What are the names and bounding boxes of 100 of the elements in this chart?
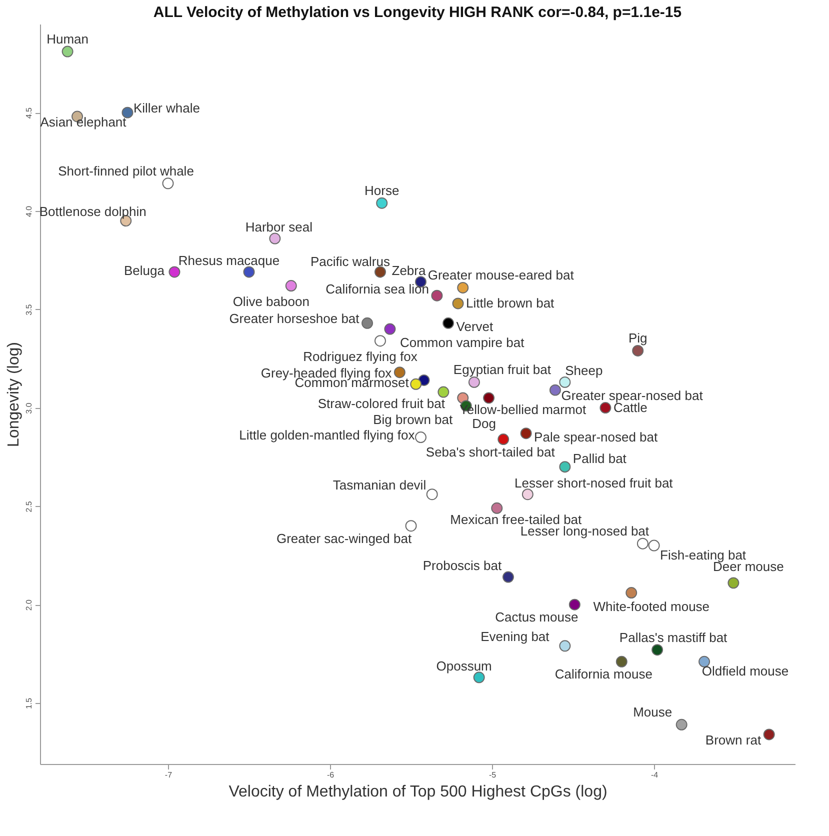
point — [600, 402, 612, 414]
point — [414, 432, 426, 444]
annotation: Greater mouse-eared bat — [428, 268, 574, 283]
annotation: Olive baboon — [232, 294, 310, 309]
point — [568, 598, 580, 610]
y-tick-label: 4.5 — [24, 106, 34, 119]
annotation: Seba's short-tailed bat — [426, 444, 556, 460]
point — [652, 644, 664, 656]
point — [269, 232, 281, 244]
point — [502, 571, 514, 583]
annotation: Evening bat — [480, 628, 550, 644]
annotation: Greater horseshoe bat — [229, 311, 360, 326]
annotation: Sheep — [565, 363, 603, 378]
annotation: Rodriguez flying fox — [303, 348, 418, 364]
point — [374, 266, 386, 278]
annotation: Dog — [472, 416, 496, 431]
annotation: Common vampire bat — [400, 335, 525, 350]
point — [520, 428, 532, 440]
annotation: Asian elephant — [40, 114, 127, 130]
annotation: Pale spear-nosed bat — [534, 429, 658, 444]
annotation: Big brown bat — [373, 412, 453, 427]
annotation: Pig — [628, 330, 648, 346]
annotation: Greater sac-winged bat — [276, 530, 412, 546]
x-axis-title: Velocity of Methylation of Top 500 Highest CpGs (log) — [228, 784, 608, 800]
annotation: Short-finned pilot whale — [58, 163, 194, 178]
x-tick-label: -7 — [164, 770, 173, 780]
annotation: Human — [46, 32, 89, 47]
point — [438, 386, 450, 398]
point — [285, 280, 297, 292]
annotation: Pallid bat — [572, 450, 627, 466]
annotation: Little brown bat — [466, 295, 555, 310]
y-tick-label: 1.5 — [24, 697, 34, 710]
point — [648, 540, 660, 552]
point — [559, 376, 571, 388]
y-tick-label: 3.0 — [24, 402, 34, 414]
y-tick-label: 4.0 — [24, 205, 34, 218]
y-tick-label: 2.5 — [24, 500, 34, 512]
annotation: Proboscis bat — [422, 558, 502, 574]
point — [616, 656, 628, 668]
point — [62, 46, 74, 58]
y-tick-label: 3.5 — [24, 304, 34, 316]
annotation: Mouse — [633, 704, 672, 720]
y-axis-title: Longevity (log) — [6, 342, 22, 447]
x-tick-label: -4 — [650, 770, 659, 780]
annotation: Horse — [364, 183, 400, 198]
annotation: Vervet — [456, 319, 494, 334]
annotation: Lesser short-nosed fruit bat — [514, 475, 674, 490]
annotation: Harbor seal — [245, 220, 313, 235]
point — [522, 488, 534, 500]
point — [491, 502, 503, 514]
point — [763, 728, 775, 740]
point — [384, 323, 396, 335]
point — [405, 520, 417, 532]
point — [362, 317, 374, 329]
point — [168, 266, 180, 278]
annotation: Rhesus macaque — [178, 252, 280, 268]
x-tick-label: -6 — [326, 770, 335, 780]
point — [431, 290, 443, 302]
point — [498, 434, 510, 445]
point — [374, 335, 386, 347]
annotation: Opossum — [436, 658, 492, 674]
y-tick-label: 2.0 — [24, 598, 34, 611]
annotation: California sea lion — [326, 282, 429, 297]
point — [559, 461, 571, 473]
point — [162, 178, 174, 190]
annotation: Bottlenose dolphin — [39, 204, 146, 219]
annotation: Pallas's mastiff bat — [619, 630, 728, 645]
x-tick-label: -5 — [488, 770, 497, 780]
annotation: Brown rat — [705, 732, 762, 748]
annotation: Straw-colored fruit bat — [318, 396, 446, 412]
point — [728, 577, 740, 589]
point — [468, 376, 480, 388]
point — [442, 317, 454, 329]
annotation: Little golden-mantled flying fox — [239, 427, 416, 442]
annotation: Oldfield mouse — [702, 664, 789, 679]
point — [457, 282, 469, 294]
annotation: White-footed mouse — [593, 598, 710, 614]
point — [549, 384, 561, 396]
point — [376, 197, 388, 209]
point — [426, 488, 438, 500]
point — [122, 106, 134, 118]
point — [559, 640, 571, 652]
point — [632, 344, 644, 356]
chart-title: ALL Velocity of Methylation vs Longevity HIGH RANK cor=-0.84, p=1.1e-15 — [153, 4, 682, 21]
annotation: Greater spear-nosed bat — [561, 388, 704, 404]
annotation: Beluga — [124, 262, 166, 278]
annotation: Killer whale — [133, 100, 200, 116]
point — [698, 656, 710, 668]
point — [626, 587, 638, 599]
annotation: Cactus mouse — [495, 610, 578, 625]
annotation: Pacific walrus — [310, 254, 390, 269]
point — [452, 298, 464, 310]
annotation: Zebra — [392, 262, 426, 278]
point — [676, 718, 688, 730]
point — [394, 366, 406, 378]
point — [410, 378, 422, 390]
point — [636, 538, 648, 550]
annotation: Tasmanian devil — [332, 477, 426, 492]
annotation: California mouse — [554, 666, 652, 682]
point — [483, 392, 495, 404]
